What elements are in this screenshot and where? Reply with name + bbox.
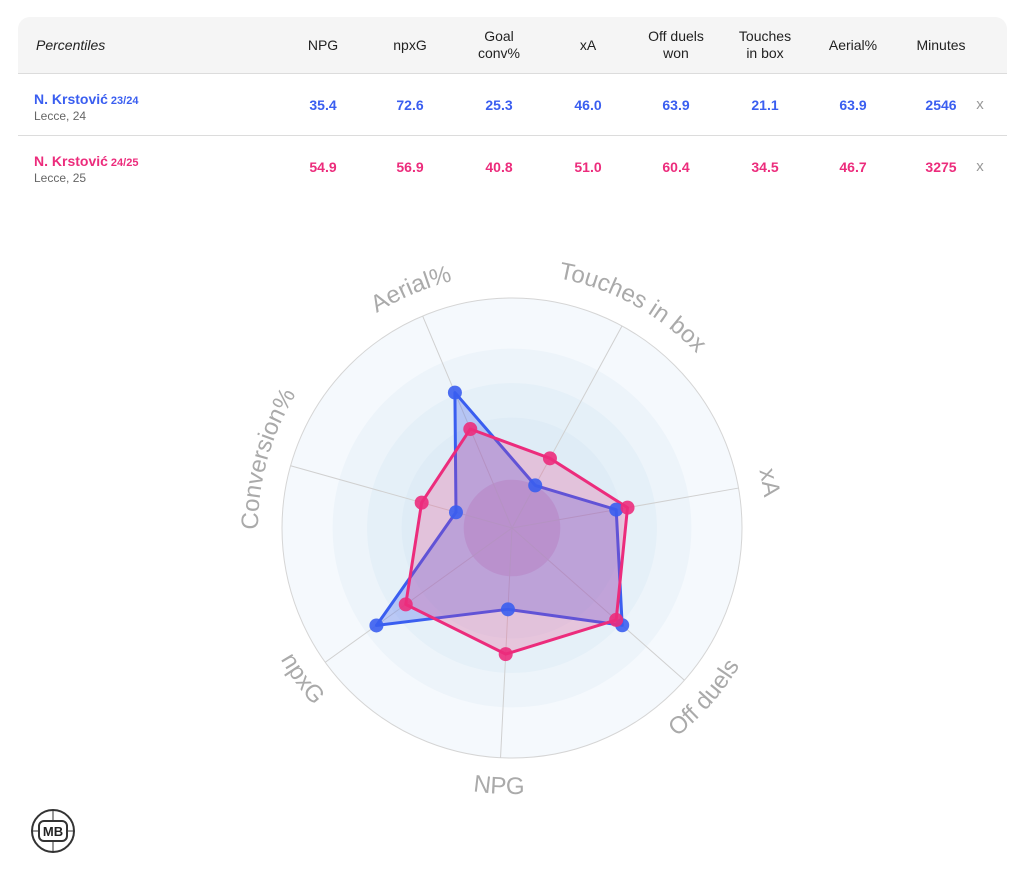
remove-player-button[interactable]: x — [976, 158, 984, 175]
column-header: Goal conv% — [454, 17, 544, 73]
radar-point[interactable] — [498, 647, 513, 662]
column-header: Touches in box — [720, 17, 810, 73]
table-cell: 40.8 — [485, 158, 513, 175]
player-name[interactable]: N. Krstović 24/25 — [34, 153, 138, 169]
radar-point[interactable] — [620, 500, 635, 515]
column-header-line2: conv% — [477, 45, 521, 61]
radar-spoke — [500, 527, 513, 758]
column-header-line1: NPG — [307, 36, 339, 53]
player-season: 23/24 — [110, 95, 139, 107]
player-season: 24/25 — [110, 157, 139, 169]
table-cell: 35.4 — [309, 96, 337, 113]
column-header: npxG — [365, 17, 455, 73]
table-row: N. Krstović 24/25 Lecce, 25 54.9 56.9 40.8 51.… — [18, 136, 1007, 197]
column-header-line1: Aerial% — [828, 36, 878, 53]
player-name[interactable]: N. Krstović 23/24 — [34, 91, 138, 107]
table-cell: 2546 — [925, 96, 957, 113]
column-header-line1: npxG — [393, 36, 427, 53]
table-cell: 72.6 — [396, 96, 424, 113]
radar-point[interactable] — [369, 618, 384, 633]
radar-series-area — [404, 427, 630, 656]
player-team: Lecce, 24 — [34, 109, 87, 123]
table-cell: 51.0 — [574, 158, 602, 175]
player-name-text: N. Krstović — [34, 91, 108, 107]
column-header-line1: Touches — [738, 28, 792, 44]
radar-point[interactable] — [542, 451, 557, 466]
radar-point[interactable] — [609, 502, 624, 517]
table-header: Percentiles NPG npxG Goal conv% xA Off duels w… — [18, 17, 1007, 74]
column-header: Off duels won — [631, 17, 721, 73]
column-header-line1: Minutes — [916, 36, 966, 53]
table-cell: 46.0 — [574, 96, 602, 113]
radar-spoke — [290, 465, 513, 529]
column-header: xA — [543, 17, 633, 73]
table-cell: 46.7 — [839, 158, 867, 175]
radar-point[interactable] — [609, 612, 624, 627]
radar-point[interactable] — [528, 478, 543, 493]
radar-point[interactable] — [447, 385, 462, 400]
column-header-line1: Off duels — [648, 28, 704, 44]
table-cell: 63.9 — [839, 96, 867, 113]
radar-point[interactable] — [414, 495, 429, 510]
column-header-line1: Goal — [484, 28, 514, 44]
table-cell: 60.4 — [662, 158, 690, 175]
logo-text: MB — [43, 824, 63, 839]
table-row: N. Krstović 23/24 Lecce, 24 35.4 72.6 25.3 46.… — [18, 74, 1007, 136]
table-cell: 56.9 — [396, 158, 424, 175]
table-cell: 63.9 — [662, 96, 690, 113]
table-cell: 21.1 — [751, 96, 779, 113]
radar-spoke — [422, 315, 513, 529]
radar-point[interactable] — [398, 597, 413, 612]
radar-spoke — [511, 325, 623, 529]
radar-point[interactable] — [463, 422, 478, 437]
remove-player-button[interactable]: x — [976, 96, 984, 113]
percentiles-label: Percentiles — [36, 37, 106, 53]
player-team: Lecce, 25 — [34, 171, 87, 185]
table-cell: 25.3 — [485, 96, 513, 113]
radar-point[interactable] — [448, 505, 463, 520]
radar-spoke — [511, 527, 685, 681]
radar-axis-label: NPG — [472, 770, 525, 800]
column-header-line1: xA — [579, 36, 597, 53]
table-cell: 3275 — [925, 158, 957, 175]
table-cell: 34.5 — [751, 158, 779, 175]
percentile-table: Percentiles NPG npxG Goal conv% xA Off duels w… — [18, 17, 1007, 197]
table-cell: 54.9 — [309, 158, 337, 175]
column-header-line2: in box — [746, 45, 784, 61]
radar-spoke — [324, 527, 513, 663]
column-header-line2: won — [663, 45, 689, 61]
column-header: NPG — [278, 17, 368, 73]
player-name-text: N. Krstović — [34, 153, 108, 169]
radar-point[interactable] — [500, 602, 515, 617]
mb-logo-icon: MB — [31, 809, 75, 853]
radar-axis-label: xA — [754, 466, 786, 499]
column-header: Aerial% — [808, 17, 898, 73]
column-header: Minutes — [896, 17, 986, 73]
